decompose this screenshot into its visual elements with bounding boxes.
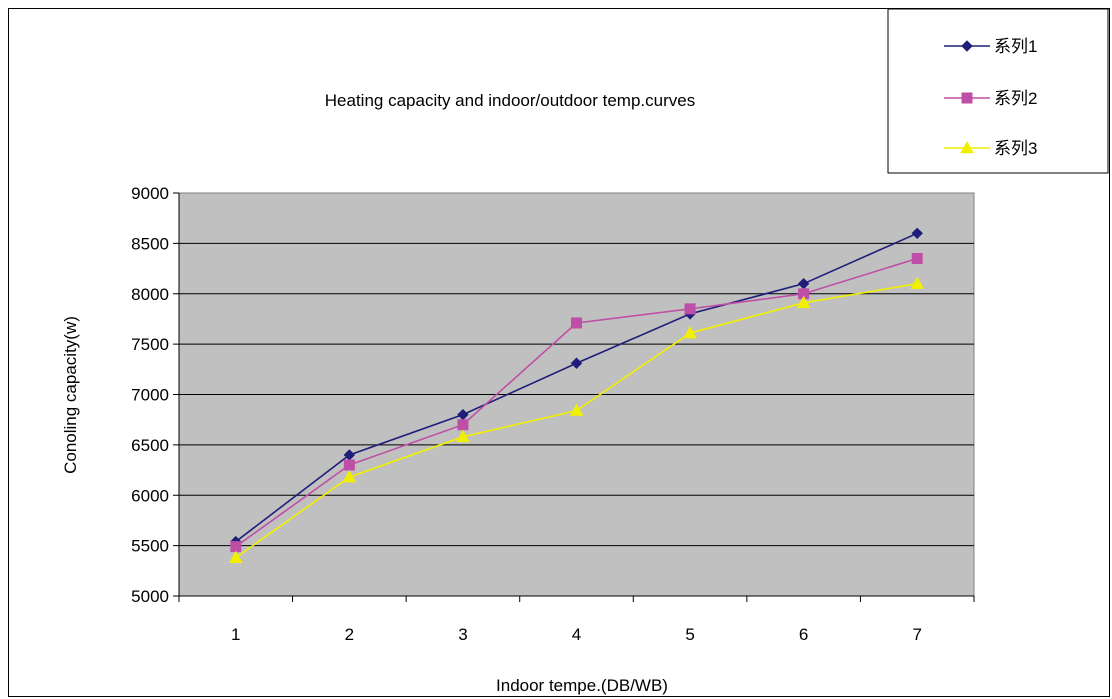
series-2-point: [343, 459, 355, 471]
series-2-point: [571, 317, 582, 329]
y-tick-label: 7500: [131, 335, 169, 354]
x-tick-label: 2: [345, 625, 354, 644]
legend: 系列1 系列2 系列3: [887, 8, 1109, 174]
plot-area: 5000 5500 6000 6500 7000 7500 8000 8500 9000 1 2 3 4…: [131, 184, 975, 644]
x-axis-title: Indoor tempe.(DB/WB): [496, 676, 668, 695]
series-2-point: [457, 419, 469, 431]
y-tick-label: 5500: [131, 537, 169, 556]
y-tick-label: 6500: [131, 436, 169, 455]
legend-label-2: 系列2: [994, 89, 1037, 108]
y-tick-label: 5000: [131, 587, 169, 606]
y-tick-label: 8000: [131, 285, 169, 304]
legend-marker-2: [961, 92, 973, 104]
x-tick-label: 6: [799, 625, 808, 644]
series-3-point: [569, 403, 584, 416]
series-3-point: [342, 470, 357, 483]
y-axis-title: Conoling capacity(w): [61, 316, 80, 474]
x-tick-label: 7: [912, 625, 921, 644]
y-tick-label: 9000: [131, 184, 169, 203]
series-3-point: [456, 429, 470, 443]
x-tick-label: 3: [458, 625, 467, 644]
legend-label-3: 系列3: [994, 139, 1037, 158]
x-tick-label: 5: [685, 625, 694, 644]
x-tick-label: 1: [231, 625, 240, 644]
x-tick-label: 4: [572, 625, 581, 644]
series-3-point: [228, 550, 243, 564]
series-2-point: [911, 252, 923, 264]
series-2-point: [684, 303, 696, 315]
y-tick-label: 8500: [131, 234, 169, 253]
legend-marker-1: [961, 40, 973, 52]
series-3-point: [910, 276, 925, 289]
legend-marker-3: [960, 140, 974, 154]
series-3-point: [683, 326, 697, 339]
series-2-point: [230, 541, 242, 553]
y-tick-label: 6000: [131, 486, 169, 505]
y-tick-label: 7000: [131, 386, 169, 405]
series-3-point: [796, 295, 811, 309]
legend-label-1: 系列1: [994, 37, 1037, 56]
legend-box: [887, 8, 1109, 174]
series-1-point: [911, 227, 923, 240]
chart-title: Heating capacity and indoor/outdoor temp…: [325, 91, 695, 110]
series-1-point: [570, 357, 583, 369]
